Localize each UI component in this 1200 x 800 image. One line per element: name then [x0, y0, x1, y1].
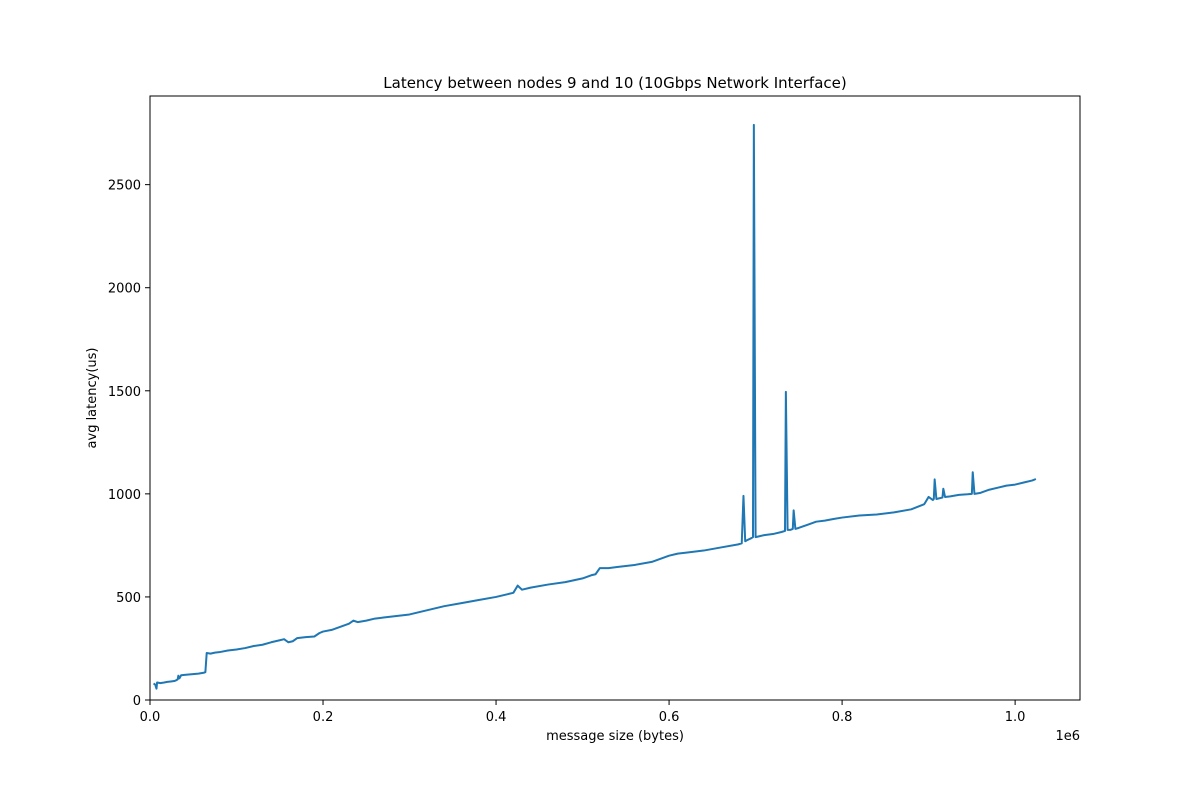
y-axis: 0 500 1000 1500 2000 2500 [108, 179, 150, 709]
x-tick-label: 0.4 [486, 710, 507, 725]
y-tick-label: 1000 [108, 488, 141, 503]
chart-title: Latency between nodes 9 and 10 (10Gbps N… [383, 74, 846, 92]
x-tick-label: 0.0 [140, 710, 161, 725]
plot-area [153, 123, 1037, 690]
x-axis-label: message size (bytes) [546, 729, 684, 744]
y-tick-label: 2500 [108, 179, 141, 194]
x-tick-label: 0.8 [832, 710, 853, 725]
y-tick-label: 1500 [108, 385, 141, 400]
x-tick-label: 0.6 [659, 710, 680, 725]
x-tick-label: 0.2 [313, 710, 334, 725]
x-tick-label: 1.0 [1005, 710, 1026, 725]
x-axis: 0.0 0.2 0.4 0.6 0.8 1.0 [140, 700, 1026, 725]
axes-frame [149, 95, 1081, 701]
series-line-0 [153, 123, 1037, 690]
x-offset-label: 1e6 [1055, 729, 1080, 744]
y-tick-label: 2000 [108, 282, 141, 297]
y-axis-label: avg latency(us) [85, 348, 100, 449]
y-tick-label: 0 [133, 694, 141, 709]
y-tick-label: 500 [116, 591, 141, 606]
